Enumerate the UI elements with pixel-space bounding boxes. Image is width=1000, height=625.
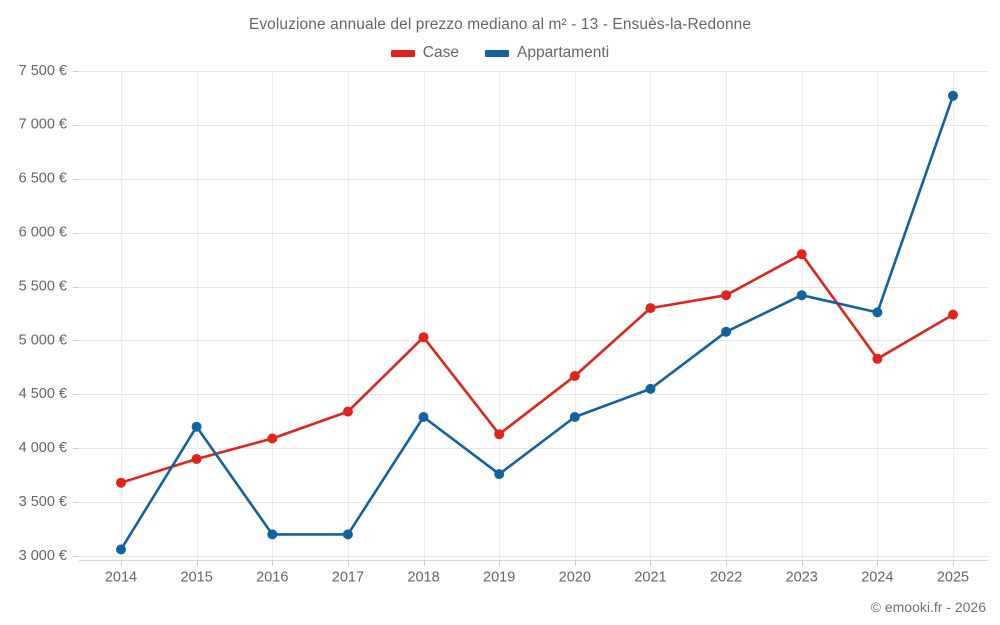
data-point-appartamenti-2021[interactable]	[645, 383, 656, 394]
data-point-case-2017[interactable]	[342, 406, 353, 417]
y-tick-label: 7 500 €	[19, 63, 67, 79]
x-tick-label: 2025	[937, 570, 969, 586]
data-point-case-2024[interactable]	[872, 353, 883, 364]
legend-item-appartamenti[interactable]: Appartamenti	[484, 44, 610, 62]
y-tick-label: 4 500 €	[19, 386, 67, 402]
data-point-appartamenti-2019[interactable]	[494, 469, 505, 480]
data-point-case-2022[interactable]	[721, 290, 732, 301]
chart-legend: Case Appartamenti	[0, 44, 1000, 62]
y-tick-label: 4 000 €	[19, 440, 67, 456]
data-point-case-2021[interactable]	[645, 303, 656, 314]
series-line-case	[119, 252, 955, 484]
x-axis-tick-labels: 2014 2015 2016 2017 2018 2019 2020 2021 2022 2023…	[105, 570, 969, 586]
data-point-case-2014[interactable]	[116, 477, 126, 488]
x-tick-label: 2015	[181, 570, 213, 586]
y-tick-label: 6 500 €	[19, 171, 67, 187]
legend-label-case: Case	[422, 44, 459, 61]
data-series-layer	[116, 90, 958, 555]
y-tick-label: 3 000 €	[19, 548, 67, 564]
y-tick-label: 6 000 €	[19, 224, 67, 240]
series-line-appartamenti	[119, 94, 955, 551]
x-tick-label: 2020	[559, 570, 591, 586]
chart-credit: © emooki.fr - 2026	[870, 599, 986, 615]
chart-title: Evoluzione annuale del prezzo mediano al…	[248, 16, 752, 33]
axis-layer	[73, 71, 988, 566]
data-point-appartamenti-2018[interactable]	[418, 412, 429, 422]
legend-swatch-case	[390, 49, 415, 57]
legend-item-case[interactable]: Case	[390, 44, 459, 62]
data-point-appartamenti-2024[interactable]	[872, 307, 883, 318]
data-point-case-2018[interactable]	[418, 332, 429, 343]
y-tick-label: 5 000 €	[19, 332, 67, 348]
legend-swatch-appartamenti	[484, 49, 509, 57]
vertical-grid-layer	[121, 71, 954, 560]
data-point-appartamenti-2015[interactable]	[191, 421, 202, 432]
x-tick-label: 2017	[332, 570, 364, 586]
data-point-case-2015[interactable]	[191, 454, 202, 464]
y-tick-label: 3 500 €	[19, 494, 67, 510]
y-axis-tick-labels: 3 000 € 3 500 € 4 000 € 4 500 € 5 000 € 5 500…	[19, 63, 67, 564]
x-tick-label: 2019	[483, 570, 515, 586]
x-tick-label: 2018	[407, 570, 439, 586]
y-tick-label: 5 500 €	[19, 278, 67, 294]
x-tick-label: 2022	[710, 570, 742, 586]
x-tick-label: 2024	[861, 570, 893, 586]
data-point-case-2020[interactable]	[569, 371, 580, 381]
data-point-case-2025[interactable]	[948, 309, 958, 320]
data-point-appartamenti-2016[interactable]	[267, 529, 278, 540]
data-point-case-2019[interactable]	[494, 429, 505, 440]
data-point-case-2016[interactable]	[267, 433, 278, 444]
data-point-appartamenti-2023[interactable]	[796, 290, 807, 301]
data-point-appartamenti-2014[interactable]	[116, 544, 126, 555]
legend-label-appartamenti: Appartamenti	[516, 44, 610, 61]
data-point-appartamenti-2020[interactable]	[569, 412, 580, 422]
x-tick-label: 2023	[786, 570, 818, 586]
data-point-appartamenti-2022[interactable]	[721, 326, 732, 337]
grid-layer	[79, 71, 988, 557]
data-point-appartamenti-2017[interactable]	[342, 529, 353, 540]
data-point-case-2023[interactable]	[796, 249, 807, 260]
x-tick-label: 2021	[634, 570, 666, 586]
x-tick-label: 2014	[105, 570, 137, 586]
x-tick-label: 2016	[256, 570, 288, 586]
data-point-appartamenti-2025[interactable]	[948, 90, 958, 101]
y-tick-label: 7 000 €	[19, 117, 67, 133]
